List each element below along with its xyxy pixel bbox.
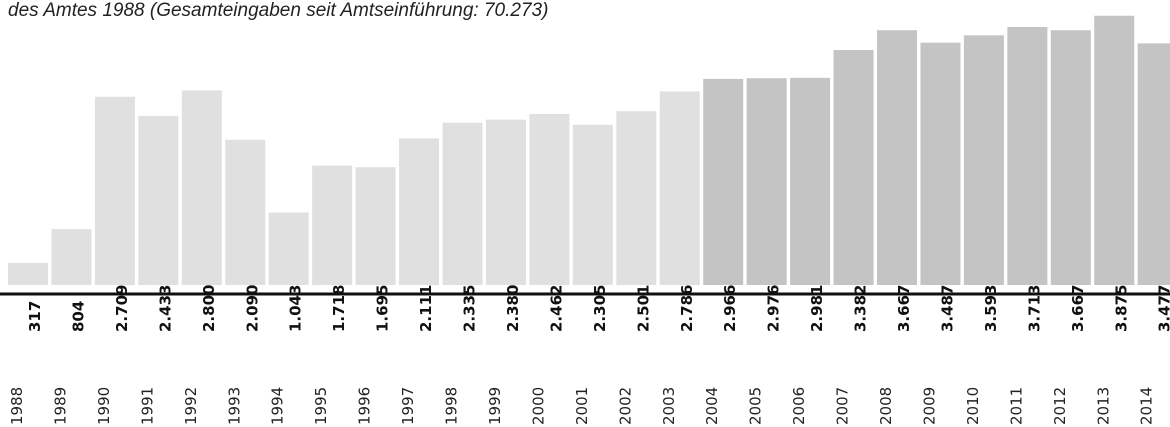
value-label: 3.487 [938, 285, 956, 332]
x-tick-label: 1994 [269, 387, 287, 425]
x-tick-label: 2001 [573, 387, 591, 425]
x-tick-label: 2014 [1138, 387, 1156, 425]
value-label: 3.477 [1156, 285, 1170, 332]
x-tick-label: 2012 [1051, 387, 1069, 425]
bar [225, 139, 266, 285]
x-tick-label: 2007 [834, 387, 852, 425]
bar [399, 138, 440, 285]
bar [181, 90, 222, 285]
value-label: 2.786 [678, 285, 696, 332]
value-label: 3.875 [1112, 285, 1130, 332]
x-tick-label: 1988 [8, 387, 26, 425]
value-label: 3.713 [1025, 285, 1043, 332]
value-label: 2.380 [504, 285, 522, 332]
bar [963, 35, 1004, 285]
value-label: 2.966 [721, 285, 739, 332]
bar [746, 78, 787, 286]
value-label: 2.462 [547, 285, 565, 332]
bar [442, 122, 483, 285]
bar [659, 91, 700, 285]
bar [920, 42, 961, 285]
bar [8, 262, 48, 285]
value-label: 1.043 [287, 285, 305, 332]
x-tick-label: 1999 [486, 387, 504, 425]
value-label: 2.090 [243, 285, 261, 332]
bar [703, 78, 744, 285]
bar [1137, 43, 1170, 285]
value-label: 3.382 [852, 285, 870, 332]
x-tick-label: 2003 [660, 387, 678, 425]
x-tick-label: 2013 [1094, 387, 1112, 425]
bar [616, 111, 657, 286]
x-tick-label: 2008 [877, 387, 895, 425]
value-label: 804 [69, 301, 87, 332]
bar [485, 119, 526, 285]
bar [790, 77, 831, 285]
value-label: 2.501 [634, 285, 652, 332]
bar [355, 167, 396, 285]
x-tick-label: 1993 [225, 387, 243, 425]
x-tick-label: 2004 [703, 387, 721, 425]
x-tick-label: 2011 [1007, 387, 1025, 425]
bar [312, 165, 353, 285]
value-label: 2.335 [461, 285, 479, 332]
x-tick-label: 2006 [790, 387, 808, 425]
bar [94, 96, 135, 285]
value-label: 3.667 [1069, 285, 1087, 332]
value-label: 2.305 [591, 285, 609, 332]
bar [1094, 15, 1135, 285]
x-tick-label: 2005 [747, 387, 765, 425]
bar [1007, 26, 1048, 285]
value-label: 2.800 [200, 285, 218, 332]
value-label: 1.695 [374, 285, 392, 332]
value-label: 2.709 [113, 285, 131, 332]
x-tick-label: 1989 [51, 387, 69, 425]
x-tick-label: 1997 [399, 387, 417, 425]
bar [51, 229, 92, 285]
bar [833, 49, 874, 286]
x-tick-label: 2000 [529, 387, 547, 425]
value-label: 2.433 [156, 285, 174, 332]
x-tick-label: 1990 [95, 387, 113, 425]
bar [877, 30, 917, 285]
x-tick-label: 1991 [138, 387, 156, 425]
x-tick-label: 1995 [312, 387, 330, 425]
value-label: 2.111 [417, 285, 435, 332]
chart-title: des Amtes 1988 (Gesamteingaben seit Amts… [8, 0, 548, 21]
value-label: 3.667 [895, 285, 913, 332]
x-tick-label: 2009 [920, 387, 938, 425]
value-label: 1.718 [330, 285, 348, 332]
x-tick-label: 1996 [356, 387, 374, 425]
x-tick-label: 1998 [443, 387, 461, 425]
bar [1050, 30, 1091, 285]
bar [572, 124, 613, 285]
value-label: 2.976 [765, 285, 783, 332]
bar [138, 115, 179, 286]
x-tick-label: 2002 [616, 387, 634, 425]
value-label: 2.981 [808, 285, 826, 332]
bar [529, 113, 570, 285]
bar [268, 212, 309, 285]
value-label: 317 [26, 301, 44, 332]
x-tick-label: 2010 [964, 387, 982, 425]
x-tick-label: 1992 [182, 387, 200, 425]
value-label: 3.593 [982, 285, 1000, 332]
